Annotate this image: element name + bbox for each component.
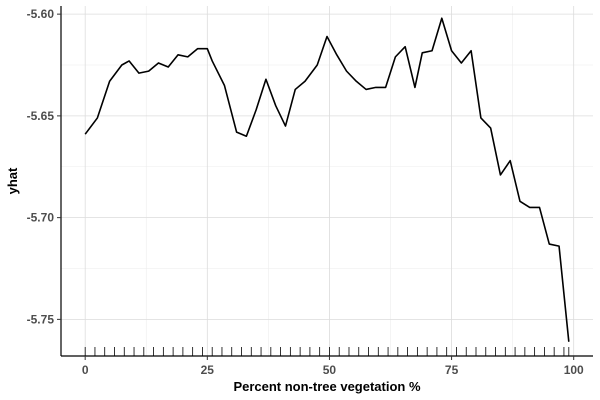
y-tick-label: -5.70 [27, 211, 55, 225]
grid [61, 6, 593, 356]
x-tick-label: 100 [564, 363, 584, 377]
plot-background [61, 6, 593, 356]
x-axis-title: Percent non-tree vegetation % [233, 379, 421, 394]
series-line [84, 17, 570, 342]
x-ticks: 0 25 50 75 100 [82, 356, 584, 377]
y-axis-title: yhat [5, 167, 20, 194]
y-tick-label: -5.65 [27, 109, 55, 123]
y-ticks: -5.60 -5.65 -5.70 -5.75 [27, 7, 61, 326]
x-tick-label: 50 [323, 363, 337, 377]
rug [84, 347, 570, 356]
x-tick-label: 0 [82, 363, 89, 377]
y-tick-label: -5.60 [27, 7, 55, 21]
x-tick-label: 75 [445, 363, 459, 377]
series-lines [84, 17, 570, 342]
y-tick-label: -5.75 [27, 312, 55, 326]
x-tick-label: 25 [201, 363, 215, 377]
